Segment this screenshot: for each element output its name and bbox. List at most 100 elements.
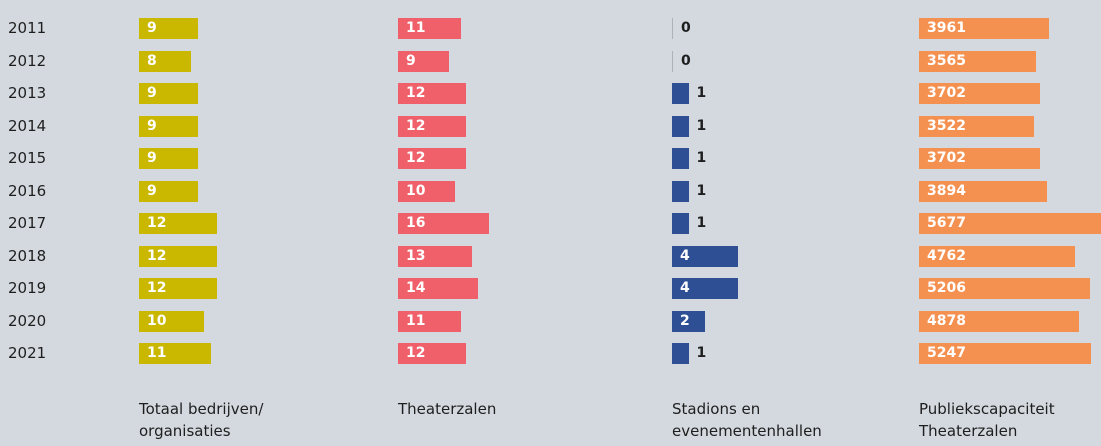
bar <box>139 148 198 169</box>
panel-title: Theaterzalen <box>398 400 497 418</box>
value-label: 4762 <box>927 247 966 264</box>
bar <box>398 148 467 169</box>
bar <box>672 310 706 332</box>
bar <box>139 18 198 39</box>
bar <box>139 278 217 299</box>
year-label: 2021 <box>8 344 47 362</box>
year-label: 2016 <box>8 181 47 200</box>
bar <box>398 180 455 202</box>
bar <box>398 278 478 299</box>
bar <box>672 180 689 202</box>
value-label: 12 <box>406 150 426 166</box>
value-label: 9 <box>147 182 157 199</box>
value-label: 12 <box>147 247 167 264</box>
bar <box>672 50 673 72</box>
bar <box>398 18 461 39</box>
bar <box>919 83 1041 104</box>
year-label: 2017 <box>8 214 47 232</box>
bar <box>672 213 689 234</box>
bar <box>672 245 739 267</box>
year-label: 2012 <box>8 51 47 70</box>
bar <box>672 278 739 299</box>
bar <box>398 343 467 364</box>
value-label: 4878 <box>927 312 966 329</box>
panel-title: Totaal bedrijven/ organisaties <box>139 400 264 440</box>
value-label: 9 <box>147 150 157 166</box>
value-label: 12 <box>406 345 426 361</box>
value-label: 16 <box>406 215 426 231</box>
value-label: 5677 <box>927 215 966 231</box>
year-label: 2011 <box>8 19 47 37</box>
value-label: 5247 <box>927 345 966 361</box>
bar <box>919 50 1036 72</box>
value-label: 11 <box>406 312 426 329</box>
value-label: 2 <box>680 312 690 329</box>
bar <box>672 18 673 39</box>
value-label: 9 <box>147 85 157 101</box>
value-label: 9 <box>147 117 157 134</box>
bar <box>398 50 450 72</box>
bar <box>139 213 217 234</box>
value-label: 0 <box>681 20 691 36</box>
value-label: 11 <box>406 20 426 36</box>
bar <box>139 115 198 137</box>
value-label: 1 <box>696 117 707 134</box>
value-label: 1 <box>696 85 707 101</box>
value-label: 9 <box>406 52 416 69</box>
bar <box>398 115 467 137</box>
value-label: 3894 <box>927 182 966 199</box>
bar <box>672 83 689 104</box>
value-label: 11 <box>147 345 167 361</box>
year-label: 2013 <box>8 84 47 102</box>
year-label: 2015 <box>8 149 47 167</box>
bar <box>919 18 1049 39</box>
value-label: 4 <box>680 247 690 264</box>
bar <box>139 245 217 267</box>
value-label: 3961 <box>927 20 966 36</box>
bar <box>919 278 1090 299</box>
year-label: 2014 <box>8 116 47 135</box>
value-label: 3565 <box>927 52 966 69</box>
value-label: 5206 <box>927 280 966 296</box>
bar <box>398 310 461 332</box>
bar <box>398 213 489 234</box>
bar <box>672 115 689 137</box>
value-label: 1 <box>696 150 707 166</box>
year-label: 2019 <box>8 279 47 297</box>
bar <box>139 180 198 202</box>
value-label: 12 <box>147 280 167 296</box>
value-label: 14 <box>406 280 426 296</box>
value-label: 3702 <box>927 150 966 166</box>
bar <box>919 310 1079 332</box>
value-label: 12 <box>406 85 426 101</box>
value-label: 1 <box>696 182 707 199</box>
bar <box>398 83 467 104</box>
value-label: 1 <box>696 215 707 231</box>
bar <box>919 180 1047 202</box>
value-label: 10 <box>147 312 167 329</box>
bar <box>139 343 211 364</box>
bar <box>919 115 1035 137</box>
year-label: 2020 <box>8 311 47 330</box>
value-label: 4 <box>680 280 690 296</box>
bar <box>398 245 472 267</box>
bar <box>919 213 1101 234</box>
value-label: 10 <box>406 182 426 199</box>
bar <box>919 245 1076 267</box>
value-label: 9 <box>147 20 157 36</box>
panel-title: Stadions en evenementenhallen <box>672 400 822 440</box>
bar <box>139 310 204 332</box>
bar <box>919 148 1041 169</box>
panel-title: Publiekscapaciteit Theaterzalen <box>919 400 1055 440</box>
value-label: 0 <box>681 52 691 69</box>
value-label: 8 <box>147 52 157 69</box>
value-label: 12 <box>406 117 426 134</box>
value-label: 1 <box>696 345 707 361</box>
bar <box>672 148 689 169</box>
bar <box>139 83 198 104</box>
bar <box>672 343 689 364</box>
value-label: 13 <box>406 247 426 264</box>
bar <box>919 343 1092 364</box>
